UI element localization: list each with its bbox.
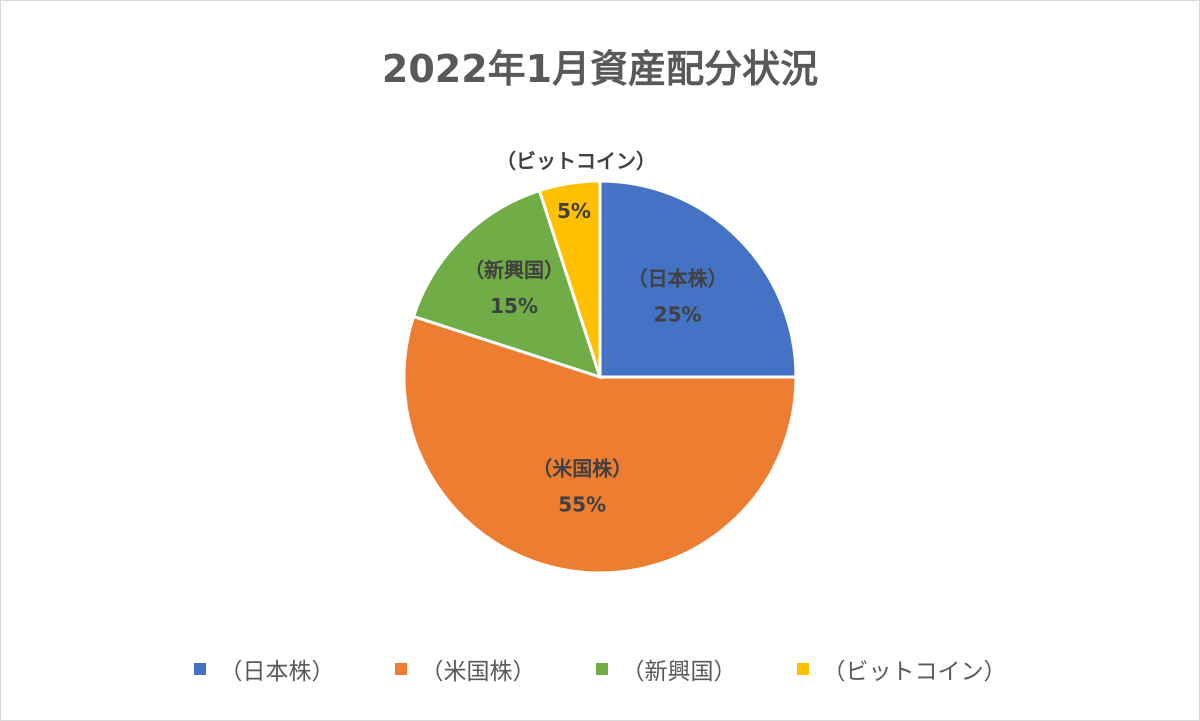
legend-item: （新興国） xyxy=(595,652,737,686)
pie-slice xyxy=(537,179,602,378)
legend-swatch xyxy=(193,663,206,675)
legend-swatch xyxy=(595,663,608,675)
legend-label: （日本株） xyxy=(219,659,335,685)
legend-swatch xyxy=(394,663,407,675)
legend-item: （米国株） xyxy=(394,652,536,686)
pie-slice xyxy=(598,179,798,379)
legend-label: （ビットコイン） xyxy=(822,659,1007,685)
slice-value-label: 55% xyxy=(558,492,606,516)
slice-value-label: 5% xyxy=(557,199,591,223)
legend: （日本株） （米国株） （新興国） （ビットコイン） xyxy=(0,649,1200,689)
pie-slice xyxy=(402,314,798,575)
slice-category-label: （米国株） xyxy=(532,456,632,480)
legend-swatch xyxy=(796,663,809,675)
slice-value-label: 15% xyxy=(490,294,538,318)
legend-label: （米国株） xyxy=(420,659,536,685)
slice-value-label: 25% xyxy=(654,302,702,326)
slice-category-label: （新興国） xyxy=(464,258,564,282)
slice-category-label: （ビットコイン） xyxy=(496,149,656,173)
legend-item: （ビットコイン） xyxy=(796,652,1007,686)
legend-item: （日本株） xyxy=(193,652,335,686)
slice-category-label: （日本株） xyxy=(628,266,728,290)
chart-title: 2022年1月資産配分状況 xyxy=(381,47,819,91)
legend-label: （新興国） xyxy=(621,659,737,685)
